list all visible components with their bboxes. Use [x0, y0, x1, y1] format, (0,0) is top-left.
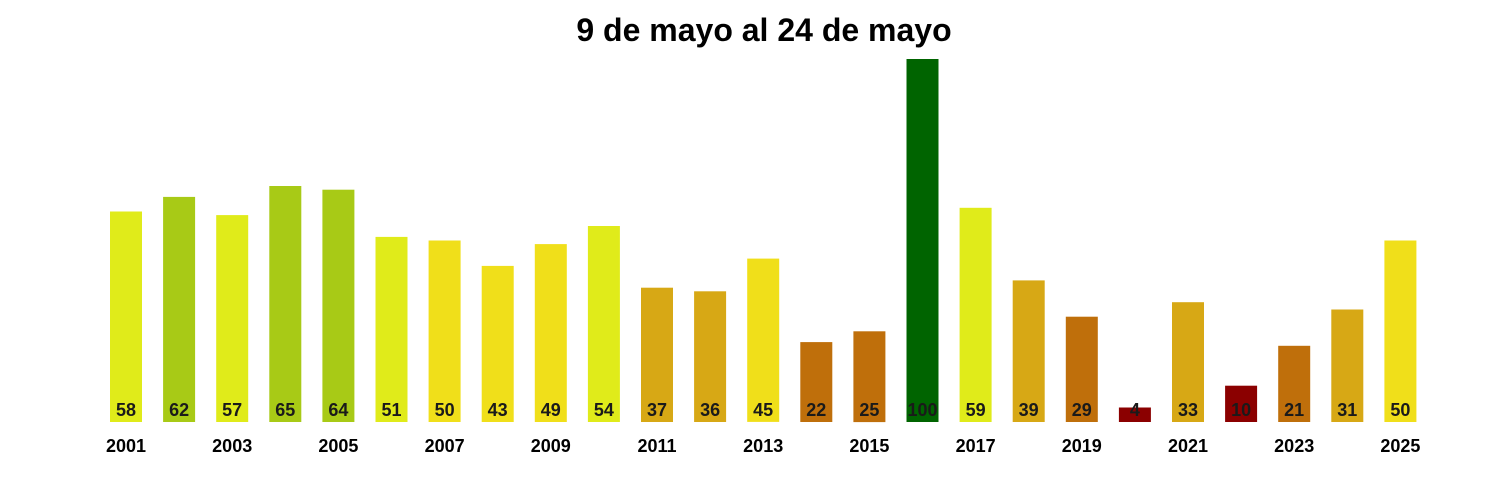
bar-2019	[1065, 316, 1098, 422]
bar-value-label-2008: 43	[488, 400, 508, 420]
bar-value-label-2010: 54	[594, 400, 614, 420]
bar-value-label-2022: 10	[1231, 400, 1251, 420]
x-axis-ticks: 2001 2003 2005 2007 2009 2011 2013 2015 2017 2019…	[106, 436, 1420, 456]
bar-2020	[1118, 407, 1151, 422]
bar-2014	[800, 342, 833, 422]
bar-2023	[1278, 345, 1311, 422]
bar-2017	[959, 207, 992, 422]
bar-value-label-2018: 39	[1019, 400, 1039, 420]
bar-2003	[216, 215, 249, 422]
bar-2002	[163, 196, 196, 422]
bar-labels-layer: 58 62 57 65 64 51 50 43 49 54 37 36 45 22 25 100 59 39 29 4…	[116, 400, 1410, 420]
bar-value-label-2023: 21	[1284, 400, 1304, 420]
bar-2001	[110, 211, 142, 422]
x-tick-label-2023: 2023	[1274, 436, 1314, 456]
bar-2007	[428, 240, 461, 422]
bar-2025	[1384, 240, 1417, 422]
bar-2009	[534, 244, 567, 422]
bar-value-label-2013: 45	[753, 400, 773, 420]
bar-2021	[1172, 302, 1204, 422]
bar-2005	[322, 189, 355, 422]
bar-value-label-2005: 64	[328, 400, 348, 420]
bar-2006	[375, 236, 408, 422]
bar-2018	[1012, 280, 1045, 422]
bar-value-label-2014: 22	[806, 400, 826, 420]
bar-value-label-2025: 50	[1390, 400, 1410, 420]
bar-2010	[587, 226, 620, 422]
x-tick-label-2001: 2001	[106, 436, 146, 456]
x-tick-label-2009: 2009	[531, 436, 571, 456]
bar-value-label-2003: 57	[222, 400, 242, 420]
bar-value-label-2006: 51	[381, 400, 401, 420]
bar-value-label-2017: 59	[966, 400, 986, 420]
bar-value-label-2001: 58	[116, 400, 136, 420]
bar-value-label-2002: 62	[169, 400, 189, 420]
x-tick-label-2007: 2007	[425, 436, 465, 456]
bar-2022	[1225, 385, 1258, 422]
bar-2016	[906, 59, 939, 422]
bar-2008	[481, 265, 514, 422]
bar-2015	[853, 331, 886, 423]
x-tick-label-2017: 2017	[956, 436, 996, 456]
x-tick-label-2019: 2019	[1062, 436, 1102, 456]
x-tick-label-2021: 2021	[1168, 436, 1208, 456]
bar-value-label-2016: 100	[907, 400, 937, 420]
chart-title: 9 de mayo al 24 de mayo	[576, 12, 952, 48]
bar-2012	[694, 291, 727, 422]
bar-value-label-2020: 4	[1130, 400, 1140, 420]
bar-value-label-2007: 50	[435, 400, 455, 420]
x-tick-label-2025: 2025	[1380, 436, 1420, 456]
bar-2024	[1331, 309, 1364, 422]
bar-value-label-2021: 33	[1178, 400, 1198, 420]
x-tick-label-2003: 2003	[212, 436, 252, 456]
x-tick-label-2013: 2013	[743, 436, 783, 456]
bar-value-label-2024: 31	[1337, 400, 1357, 420]
bar-2011	[641, 287, 673, 422]
bar-2004	[269, 186, 302, 422]
bar-value-label-2019: 29	[1072, 400, 1092, 420]
bar-value-label-2015: 25	[859, 400, 879, 420]
bar-value-label-2009: 49	[541, 400, 561, 420]
x-tick-label-2005: 2005	[318, 436, 358, 456]
x-tick-label-2011: 2011	[637, 436, 676, 456]
bar-2013	[747, 258, 780, 422]
bar-value-label-2012: 36	[700, 400, 720, 420]
bars-layer	[110, 59, 1417, 423]
bar-value-label-2004: 65	[275, 400, 295, 420]
x-tick-label-2015: 2015	[849, 436, 889, 456]
bar-value-label-2011: 37	[647, 400, 667, 420]
